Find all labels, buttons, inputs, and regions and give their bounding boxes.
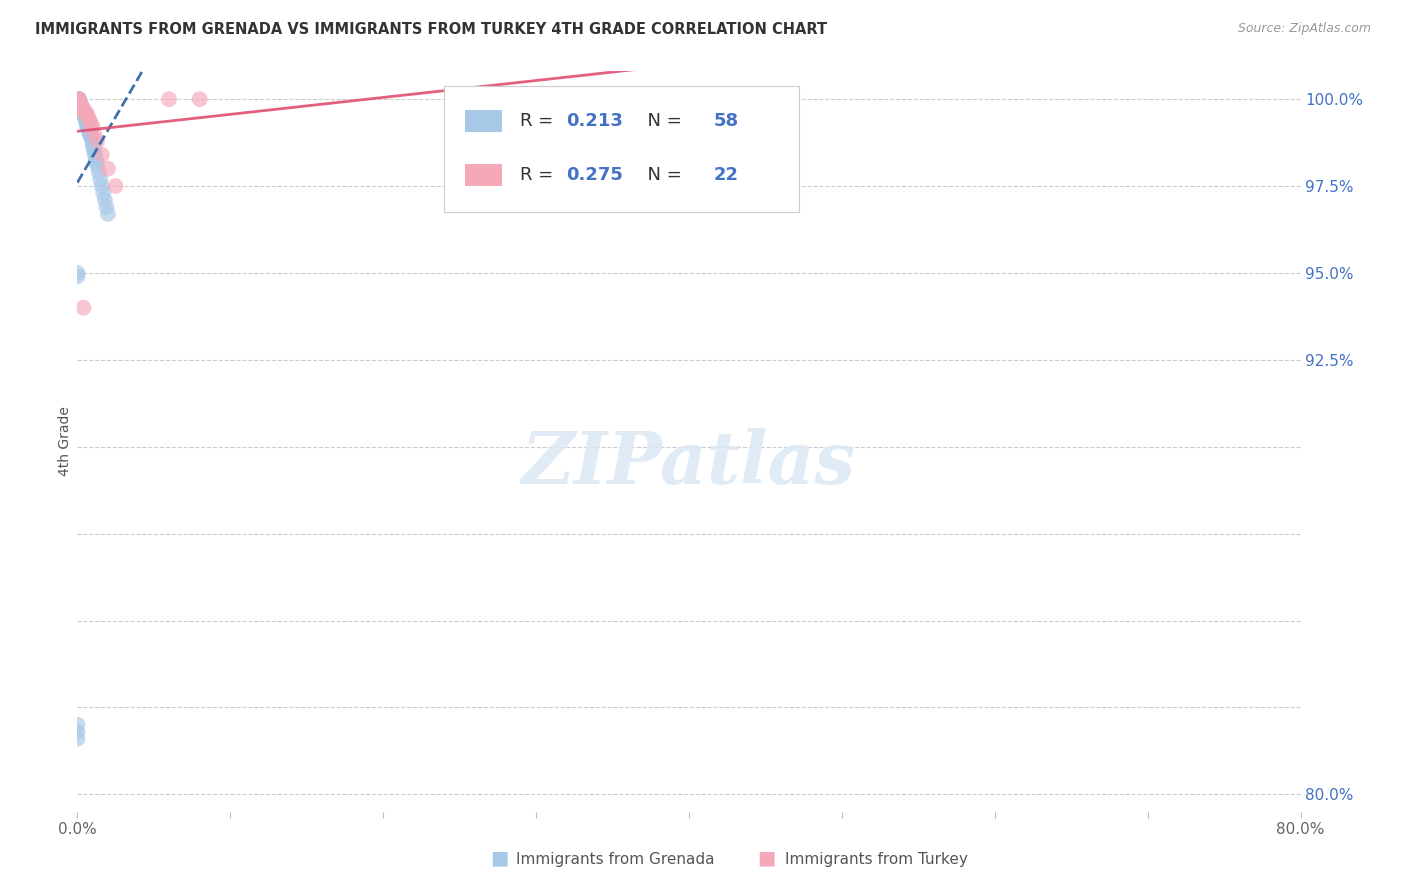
Point	[73, 110, 96, 124]
Point	[69, 95, 91, 110]
Point	[80, 130, 103, 145]
Point	[84, 148, 107, 162]
Point	[75, 113, 97, 128]
Point	[70, 103, 93, 117]
Point	[72, 106, 94, 120]
Point	[69, 99, 91, 113]
Point	[76, 106, 98, 120]
Point	[69, 95, 91, 110]
Text: N =: N =	[637, 166, 688, 184]
Text: ZIPatlas: ZIPatlas	[522, 428, 856, 500]
Point	[72, 103, 94, 117]
Point	[67, 92, 90, 106]
Text: 22: 22	[713, 166, 738, 184]
Point	[76, 113, 98, 128]
FancyBboxPatch shape	[444, 87, 799, 212]
Point	[66, 724, 89, 739]
Text: N =: N =	[637, 112, 688, 130]
Point	[97, 207, 120, 221]
Point	[69, 95, 91, 110]
Point	[70, 99, 93, 113]
Point	[79, 127, 101, 141]
Point	[80, 130, 103, 145]
Point	[76, 116, 98, 130]
Point	[86, 158, 108, 172]
Point	[83, 145, 105, 159]
Point	[67, 95, 90, 110]
Point	[67, 92, 90, 106]
Point	[67, 92, 90, 106]
Point	[67, 92, 90, 106]
Point	[188, 92, 211, 106]
Text: 0.275: 0.275	[567, 166, 623, 184]
Point	[82, 120, 104, 134]
Point	[94, 193, 117, 207]
Text: R =: R =	[520, 112, 560, 130]
Point	[69, 95, 91, 110]
Point	[72, 106, 94, 120]
Point	[157, 92, 180, 106]
Point	[91, 186, 114, 200]
Point	[66, 269, 89, 284]
Point	[82, 134, 104, 148]
Text: ■: ■	[756, 848, 776, 867]
Point	[76, 120, 98, 134]
Point	[67, 92, 90, 106]
Point	[87, 165, 110, 179]
Point	[76, 116, 98, 130]
Point	[67, 92, 90, 106]
Point	[70, 103, 93, 117]
Point	[79, 113, 101, 128]
Point	[79, 127, 101, 141]
Point	[73, 110, 96, 124]
Point	[73, 106, 96, 120]
Point	[70, 99, 93, 113]
Point	[77, 123, 100, 137]
Point	[79, 123, 101, 137]
Point	[67, 92, 90, 106]
Text: 58: 58	[713, 112, 738, 130]
Point	[67, 92, 90, 106]
Text: Source: ZipAtlas.com: Source: ZipAtlas.com	[1237, 22, 1371, 36]
Point	[77, 110, 100, 124]
Text: R =: R =	[520, 166, 560, 184]
Text: Immigrants from Turkey: Immigrants from Turkey	[785, 852, 967, 867]
Point	[72, 301, 94, 315]
Point	[77, 120, 100, 134]
Point	[83, 127, 105, 141]
Point	[80, 116, 103, 130]
Point	[70, 103, 93, 117]
Bar	[465, 110, 502, 132]
Point	[73, 110, 96, 124]
Text: 0.213: 0.213	[567, 112, 623, 130]
Point	[72, 103, 94, 117]
Point	[84, 151, 107, 165]
Bar	[465, 164, 502, 186]
Point	[70, 103, 93, 117]
Y-axis label: 4th Grade: 4th Grade	[58, 407, 72, 476]
Point	[86, 154, 108, 169]
Point	[89, 172, 111, 186]
Point	[72, 106, 94, 120]
Point	[69, 99, 91, 113]
Point	[73, 106, 96, 120]
Point	[86, 134, 108, 148]
Point	[66, 266, 89, 280]
Point	[70, 99, 93, 113]
Point	[82, 137, 104, 152]
Text: ■: ■	[489, 848, 509, 867]
Point	[90, 179, 112, 194]
Text: IMMIGRANTS FROM GRENADA VS IMMIGRANTS FROM TURKEY 4TH GRADE CORRELATION CHART: IMMIGRANTS FROM GRENADA VS IMMIGRANTS FR…	[35, 22, 827, 37]
Point	[67, 97, 90, 112]
Point	[72, 103, 94, 117]
Point	[90, 148, 112, 162]
Point	[82, 141, 104, 155]
Point	[67, 92, 90, 106]
Point	[96, 200, 118, 214]
Text: Immigrants from Grenada: Immigrants from Grenada	[516, 852, 714, 867]
Point	[97, 161, 120, 176]
Point	[104, 179, 127, 194]
Point	[66, 731, 89, 746]
Point	[66, 718, 89, 732]
